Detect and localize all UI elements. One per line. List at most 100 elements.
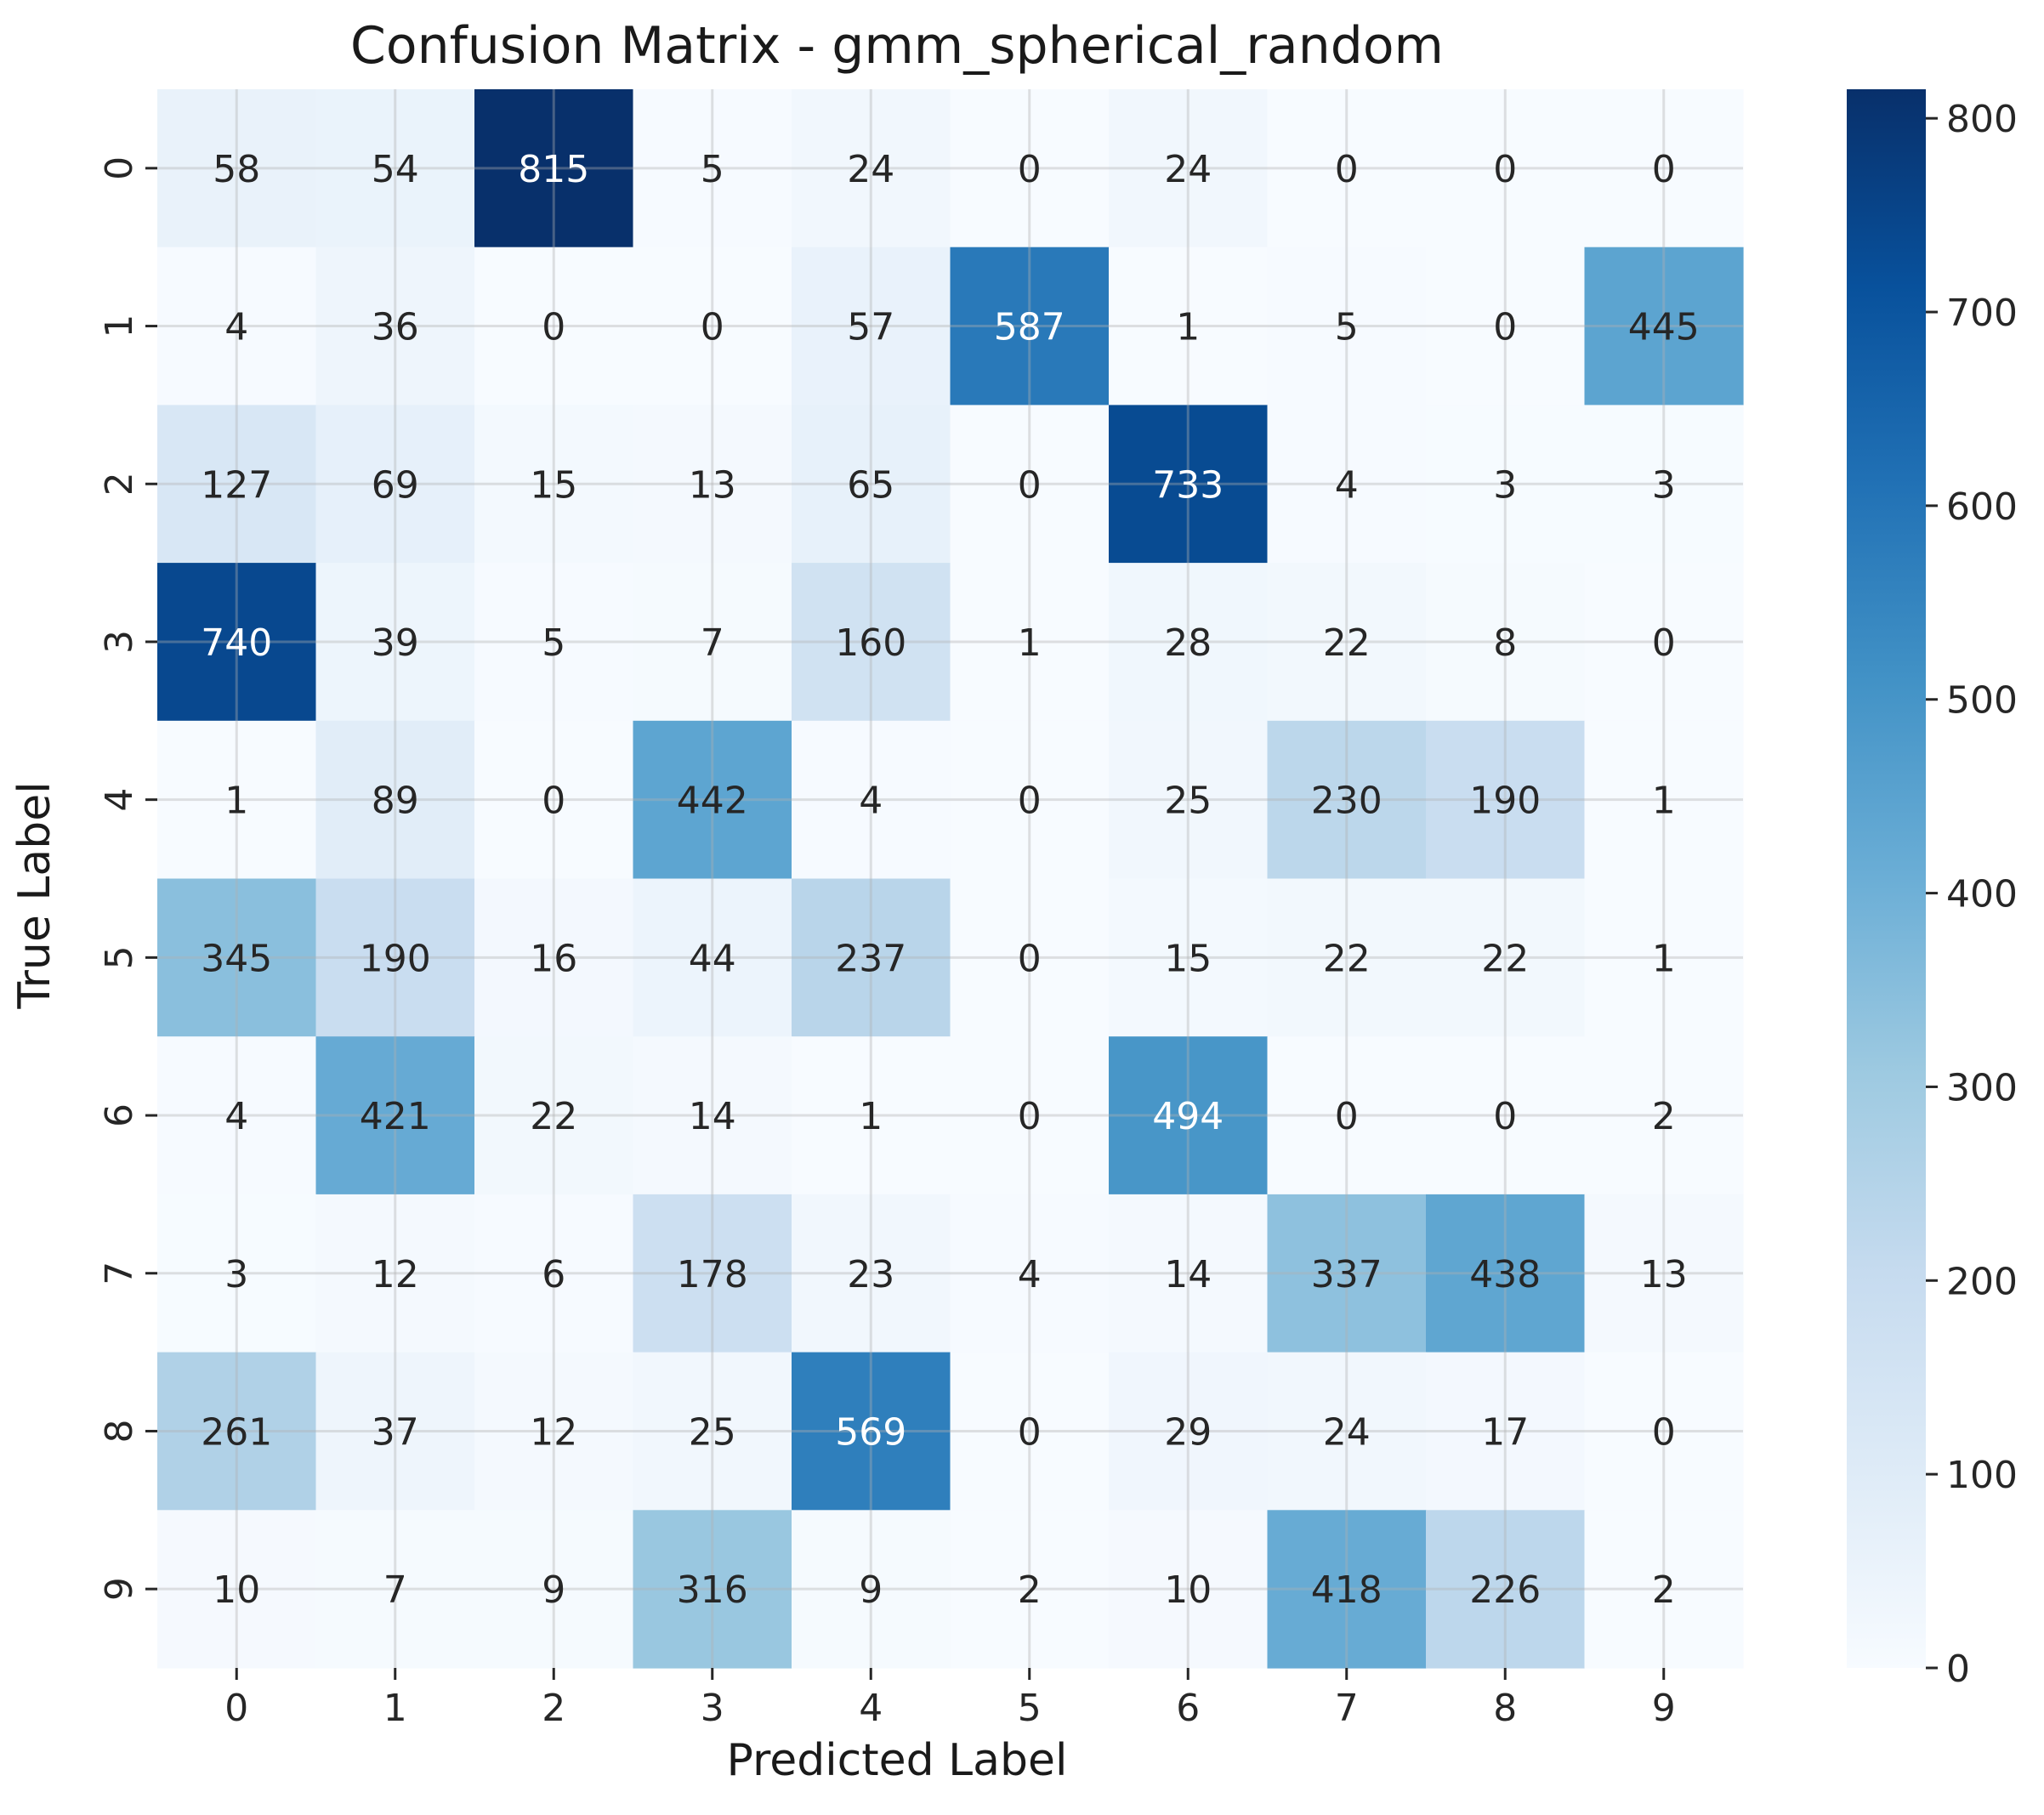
heatmap-cell (315, 1036, 475, 1195)
colorbar-tick-label: 600 (1946, 485, 2018, 529)
cell-value-label: 14 (689, 1095, 736, 1138)
cell-value-label: 0 (701, 306, 724, 349)
cell-value-label: 16 (530, 937, 577, 980)
cell-value-label: 445 (1628, 306, 1700, 349)
heatmap-cell (474, 1352, 634, 1511)
cell-value-label: 28 (1164, 621, 1212, 665)
cell-value-label: 10 (1164, 1568, 1212, 1612)
heatmap-cell (1267, 1036, 1427, 1195)
heatmap-cell (633, 720, 792, 880)
x-axis: 0 1 2 3 4 5 6 7 8 9 (224, 1668, 1676, 1730)
heatmap-cell (474, 720, 634, 880)
heatmap-cell (157, 1352, 317, 1511)
y-tick-label: 7 (98, 1262, 141, 1285)
x-tick-label: 9 (1652, 1687, 1676, 1730)
heatmap-cell (1584, 1510, 1744, 1669)
cell-value-label: 0 (1652, 621, 1676, 665)
heatmap-grid (157, 89, 1743, 1668)
heatmap-cell (1109, 878, 1269, 1037)
heatmap-cell (1584, 405, 1744, 564)
cell-value-label: 23 (847, 1253, 894, 1296)
heatmap-cell (1109, 1194, 1269, 1353)
heatmap-cell (792, 247, 951, 406)
colorbar-tick-label: 0 (1946, 1648, 1970, 1691)
heatmap-cells (157, 89, 1744, 1669)
heatmap-cell (1267, 247, 1427, 406)
cell-value-label: 0 (1493, 306, 1517, 349)
x-tick-label: 7 (1335, 1687, 1359, 1730)
heatmap-cell (1426, 89, 1586, 248)
x-axis-label: Predicted Label (727, 1735, 1068, 1786)
cell-value-label: 442 (677, 780, 748, 823)
heatmap-cell (950, 405, 1110, 564)
heatmap-cell (1267, 1194, 1427, 1353)
heatmap-cell (1109, 405, 1269, 564)
cell-value-label: 36 (372, 306, 419, 349)
heatmap-cell (1426, 1036, 1586, 1195)
heatmap-cell (1109, 1510, 1269, 1669)
cell-value-label: 261 (201, 1410, 272, 1454)
cell-value-label: 29 (1164, 1410, 1212, 1454)
x-tick-label: 5 (1018, 1687, 1042, 1730)
cell-value-label: 24 (847, 148, 894, 191)
cell-value-label: 22 (1481, 937, 1529, 980)
cell-value-label: 0 (1652, 1410, 1676, 1454)
heatmap-cell (950, 1194, 1110, 1353)
cell-value-label: 0 (1018, 1095, 1042, 1138)
cell-value-label: 1 (1176, 306, 1200, 349)
heatmap-cell (950, 1352, 1110, 1511)
cell-value-label: 0 (1018, 463, 1042, 507)
cell-value-label: 1 (859, 1095, 883, 1138)
y-tick-label: 5 (98, 945, 141, 969)
heatmap-cell (315, 247, 475, 406)
cell-value-label: 37 (372, 1410, 419, 1454)
heatmap-cell (950, 563, 1110, 722)
x-tick-label: 6 (1176, 1687, 1200, 1730)
colorbar-tick-label: 500 (1946, 679, 2018, 723)
heatmap-cell (1584, 878, 1744, 1037)
cell-value-label: 5 (1335, 306, 1359, 349)
heatmap-cell (633, 247, 792, 406)
heatmap-cell (157, 247, 317, 406)
cell-value-label: 226 (1469, 1568, 1541, 1612)
heatmap-cell (1584, 247, 1744, 406)
cell-value-label: 587 (994, 306, 1065, 349)
y-axis-label: True Label (9, 781, 60, 1009)
heatmap-cell (1584, 720, 1744, 880)
x-tick-label: 0 (224, 1687, 248, 1730)
heatmap-cell (1109, 1352, 1269, 1511)
heatmap-cell (1426, 878, 1586, 1037)
cell-value-label: 494 (1152, 1095, 1224, 1138)
cell-value-label: 14 (1164, 1253, 1212, 1296)
heatmap-cell (792, 89, 951, 248)
heatmap-cell (950, 878, 1110, 1037)
cell-value-label: 24 (1164, 148, 1212, 191)
heatmap-cell (792, 405, 951, 564)
heatmap-cell (633, 1194, 792, 1353)
heatmap-cell (315, 89, 475, 248)
heatmap-cell (315, 405, 475, 564)
heatmap-cell (315, 720, 475, 880)
y-tick-label: 3 (98, 630, 141, 654)
cell-value-label: 337 (1311, 1253, 1383, 1296)
heatmap-cell (633, 1352, 792, 1511)
heatmap-cell (315, 878, 475, 1037)
heatmap-cell (474, 247, 634, 406)
cell-value-label: 1 (224, 780, 248, 823)
cell-value-label: 22 (530, 1095, 577, 1138)
colorbar-tick-label: 200 (1946, 1260, 2018, 1303)
cell-value-label: 13 (1640, 1253, 1688, 1296)
cell-value-label: 2 (1652, 1095, 1676, 1138)
y-tick-label: 4 (98, 788, 141, 812)
heatmap-cell (1109, 720, 1269, 880)
heatmap-cell (792, 1036, 951, 1195)
heatmap-cell (1426, 247, 1586, 406)
x-tick-label: 3 (701, 1687, 724, 1730)
cell-value-label: 4 (1335, 463, 1359, 507)
cell-value-label: 4 (859, 780, 883, 823)
cell-value-label: 1 (1652, 780, 1676, 823)
heatmap-cell (1109, 1036, 1269, 1195)
colorbar-tick-label: 800 (1946, 98, 2018, 141)
cell-value-label: 4 (1018, 1253, 1042, 1296)
